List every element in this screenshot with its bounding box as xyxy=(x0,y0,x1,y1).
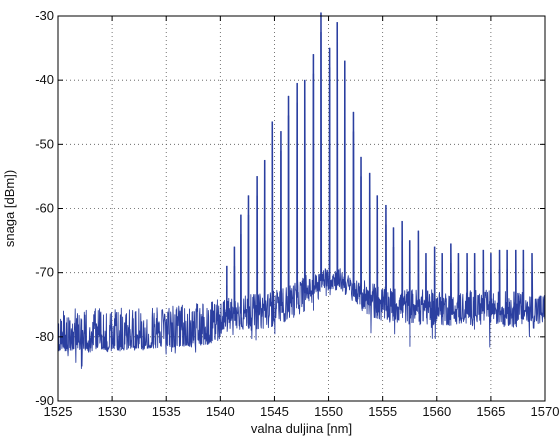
y-tick-label: -30 xyxy=(35,8,54,23)
y-tick-label: -90 xyxy=(35,393,54,408)
grid-lines xyxy=(58,16,545,401)
axis-ticks: 1525 1530 1535 1540 1545 1550 1555 1560 1565 1570… xyxy=(35,8,559,419)
x-tick-label: 1560 xyxy=(422,404,451,419)
x-axis-label: valna duljina [nm] xyxy=(251,421,352,436)
y-tick-label: -80 xyxy=(35,329,54,344)
x-tick-label: 1525 xyxy=(44,404,73,419)
y-tick-label: -70 xyxy=(35,265,54,280)
data-series xyxy=(57,12,546,369)
x-tick-label: 1550 xyxy=(314,404,343,419)
x-tick-label: 1540 xyxy=(206,404,235,419)
y-tick-label: -60 xyxy=(35,201,54,216)
x-tick-label: 1545 xyxy=(260,404,289,419)
x-tick-label: 1555 xyxy=(368,404,397,419)
y-tick-label: -50 xyxy=(35,136,54,151)
x-tick-label: 1530 xyxy=(98,404,127,419)
y-tick-label: -40 xyxy=(35,72,54,87)
x-tick-label: 1565 xyxy=(476,404,505,419)
x-tick-label: 1535 xyxy=(152,404,181,419)
y-axis-label: snaga [dBm]) xyxy=(2,170,17,247)
x-tick-label: 1570 xyxy=(531,404,559,419)
